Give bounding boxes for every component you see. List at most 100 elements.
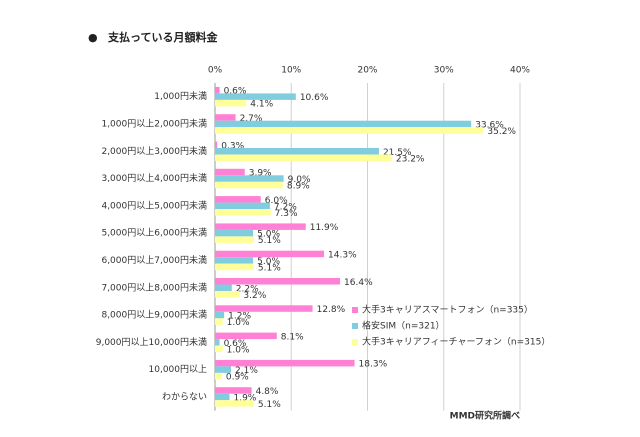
bar: [215, 154, 392, 161]
bar: [215, 393, 230, 401]
value-label: 3.9%: [249, 169, 272, 179]
bar: [215, 263, 254, 271]
value-label: 16.4%: [344, 278, 373, 288]
legend-swatch: [352, 307, 358, 313]
value-label: 0.9%: [226, 373, 249, 383]
y-tick-label: 8,000円以上9,000円未満: [101, 309, 207, 321]
value-label: 21.5%: [383, 148, 412, 158]
bar: [215, 127, 484, 134]
value-label: 4.8%: [256, 387, 279, 397]
value-label: 5.1%: [258, 263, 281, 273]
bar: [215, 366, 232, 373]
bar: [215, 223, 306, 230]
value-label: 12.8%: [317, 305, 346, 315]
bullet: ●: [88, 31, 98, 44]
bar: [215, 114, 236, 121]
bar: [215, 311, 225, 319]
bar: [215, 181, 283, 189]
bar: [215, 148, 379, 155]
x-tick-label: 20%: [357, 66, 377, 76]
value-label: 5.0%: [257, 257, 280, 267]
legend-label: 大手3キャリアフィーチャーフォン（n=315）: [362, 336, 550, 348]
x-tick-label: 30%: [434, 66, 454, 76]
value-label: 1.2%: [228, 312, 251, 322]
value-label: 4.1%: [250, 100, 273, 110]
value-label: 1.0%: [227, 318, 250, 328]
bar: [215, 291, 240, 298]
value-label: 10.6%: [300, 93, 329, 103]
legend-swatch: [352, 339, 358, 345]
bar: [215, 359, 355, 367]
bar: [215, 86, 220, 94]
bar: [215, 209, 271, 216]
value-label: 23.2%: [396, 154, 425, 164]
value-label: 14.3%: [328, 250, 357, 260]
y-tick-label: 3,000円以上4,000円未満: [101, 172, 207, 184]
value-label: 0.6%: [224, 339, 247, 349]
bar: [215, 93, 296, 100]
y-tick-label: わからない: [162, 391, 207, 402]
y-tick-label: 2,000円以上3,000円未満: [101, 145, 207, 157]
bar: [215, 141, 218, 148]
value-label: 18.3%: [359, 360, 388, 370]
bar: [215, 229, 254, 237]
value-label: 5.1%: [258, 236, 281, 246]
value-label: 5.0%: [257, 230, 280, 240]
y-tick-label: 9,000円以上10,000円未満: [96, 336, 207, 348]
x-tick-label: 10%: [281, 66, 301, 76]
value-label: 0.6%: [224, 87, 247, 97]
value-label: 1.0%: [227, 345, 250, 355]
bar: [215, 168, 245, 176]
bar: [215, 278, 341, 285]
y-tick-label: 6,000円以上7,000円未満: [101, 254, 207, 266]
y-tick-label: 7,000円以上8,000円未満: [101, 281, 207, 293]
value-label: 3.2%: [243, 291, 266, 301]
bar: [215, 120, 472, 128]
legend-swatch: [352, 323, 358, 329]
bar: [215, 305, 313, 312]
bar: [215, 318, 223, 325]
bar: [215, 345, 223, 353]
y-tick-label: 1,000円未満: [154, 90, 207, 102]
bar: [215, 387, 252, 394]
value-label: 8.1%: [281, 332, 304, 342]
y-tick-label: 5,000円以上6,000円未満: [101, 227, 207, 239]
value-label: 9.0%: [288, 175, 311, 185]
value-label: 7.2%: [274, 202, 297, 212]
x-tick-label: 0%: [208, 66, 223, 76]
source: MMD研究所調べ: [450, 410, 520, 422]
value-label: 1.9%: [233, 393, 256, 403]
legend-label: 格安SIM（n=321）: [362, 320, 445, 332]
bar: [215, 284, 232, 291]
bar: [215, 202, 270, 210]
value-label: 33.6%: [475, 120, 504, 130]
legend-label: 大手3キャリアスマートフォン（n=335）: [362, 304, 533, 316]
bar: [215, 372, 222, 380]
bar: [215, 99, 247, 107]
bar: [215, 196, 261, 203]
bar: [215, 236, 254, 243]
value-label: 7.3%: [275, 209, 298, 219]
value-label: 0.3%: [221, 141, 244, 151]
value-label: 2.7%: [240, 114, 263, 124]
bar: [215, 257, 254, 264]
bar: [215, 339, 220, 346]
bar: [215, 175, 284, 182]
value-label: 5.1%: [258, 400, 281, 410]
bar: [215, 332, 277, 340]
value-label: 35.2%: [487, 127, 516, 137]
y-tick-label: 4,000円以上5,000円未満: [101, 199, 207, 211]
value-label: 8.9%: [287, 182, 310, 192]
chart-title: 支払っている月額料金: [107, 30, 218, 44]
value-label: 2.2%: [236, 284, 259, 294]
bar: [215, 400, 254, 407]
y-tick-label: 1,000円以上2,000円未満: [101, 117, 207, 129]
value-label: 2.1%: [235, 366, 258, 376]
y-tick-label: 10,000円以上: [149, 364, 208, 375]
bar: [215, 250, 325, 258]
value-label: 6.0%: [265, 196, 288, 206]
value-label: 11.9%: [310, 223, 339, 233]
x-tick-label: 40%: [510, 66, 530, 76]
